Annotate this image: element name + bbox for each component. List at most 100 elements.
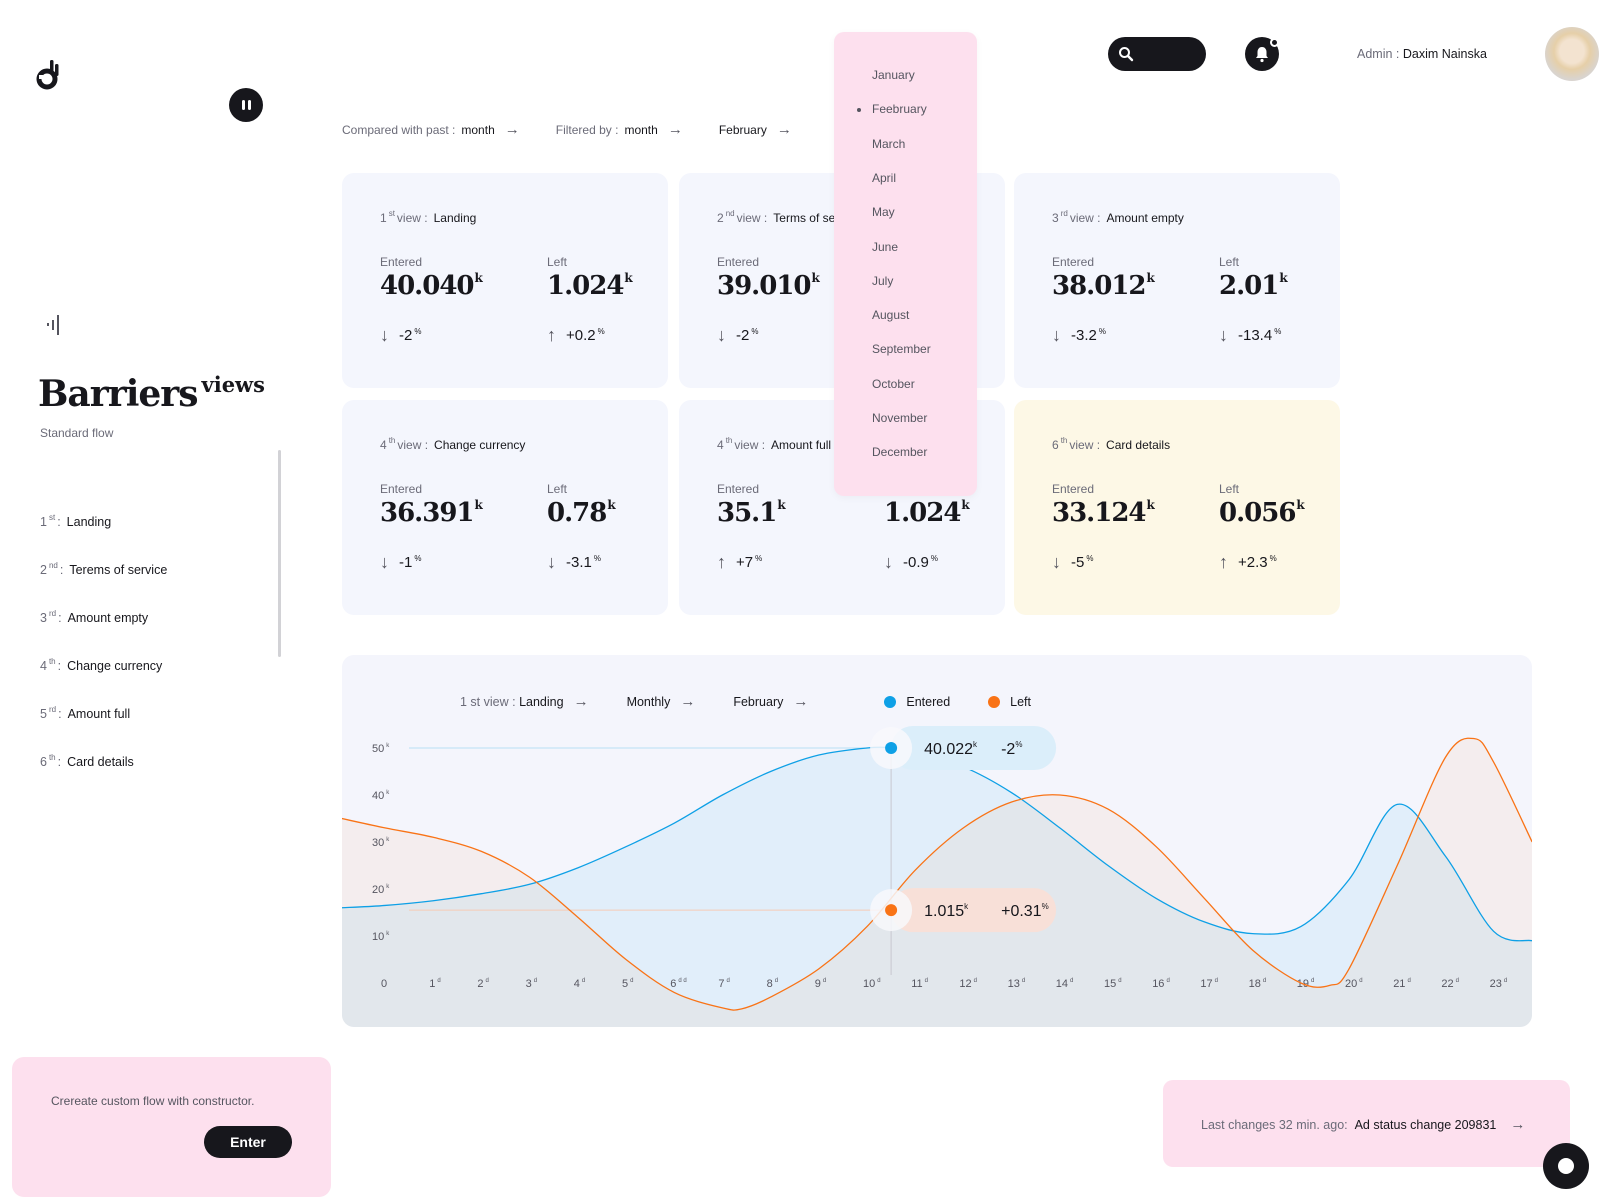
view-name: Amount full	[771, 438, 832, 452]
avatar[interactable]	[1545, 27, 1599, 81]
month-option[interactable]: August	[872, 308, 910, 323]
metric-change: ↑ +2.3%	[1219, 552, 1306, 573]
metric-left: Left 0.056k ↑ +2.3%	[1219, 482, 1306, 573]
x-tick-suffix: d	[486, 978, 489, 984]
x-tick-suffix: d	[582, 978, 585, 984]
filtered-by-filter[interactable]: Filtered by : month →	[555, 121, 683, 138]
arrow-down-icon: ↓	[380, 552, 389, 572]
change-value: -2%	[736, 327, 759, 344]
month-option[interactable]: December	[872, 445, 928, 460]
arrow-right-icon: →	[504, 121, 520, 138]
pause-button[interactable]	[229, 88, 263, 122]
legend-left[interactable]: Left	[988, 695, 1031, 709]
area-chart: 10 k20 k30 k40 k50 k0 1 d 2 d 3 d 4 d 5 d 6 d d 7 d 8 d 9 d 10 d 1…	[342, 726, 1532, 1027]
tooltip-value-entered: 40.022k	[924, 740, 978, 758]
unit: k	[777, 498, 785, 512]
metric-change: ↓ -5%	[1052, 552, 1156, 573]
line-left	[342, 737, 1532, 1011]
ordinal-suffix: nd	[48, 561, 58, 570]
notification-badge	[1270, 38, 1279, 47]
metric-label: Left	[1219, 255, 1240, 269]
y-tick-unit: k	[386, 884, 390, 890]
y-tick-unit: k	[386, 790, 390, 796]
month-option[interactable]: October	[872, 376, 915, 391]
arrow-down-icon: ↓	[547, 552, 556, 572]
legend-entered[interactable]: Entered	[884, 695, 950, 709]
search-button[interactable]	[1108, 37, 1206, 71]
sidebar-item-label: Amount full	[67, 707, 131, 721]
month-option[interactable]: September	[872, 342, 931, 357]
arrow-down-icon: ↓	[380, 325, 389, 345]
month-dropdown[interactable]: January Feebruary March April May June July Aug…	[834, 32, 977, 496]
x-tick-suffix: d	[974, 978, 977, 984]
month-option[interactable]: Feebruary	[857, 102, 927, 117]
arrow-down-icon: ↓	[884, 552, 893, 572]
chart-period-filter[interactable]: Monthly	[626, 694, 671, 709]
ordinal-suffix: st	[48, 513, 56, 522]
arrow-down-icon: ↓	[1052, 552, 1061, 572]
notifications-button[interactable]	[1245, 37, 1279, 71]
metric-value: 39.010k	[717, 271, 820, 301]
metric-entered: Entered 38.012k ↓ -3.2%	[1052, 255, 1156, 346]
chart-month-filter[interactable]: February	[733, 694, 784, 709]
ordinal-suffix: rd	[1060, 209, 1068, 218]
month-option[interactable]: January	[872, 68, 915, 82]
month-option[interactable]: March	[872, 136, 906, 151]
month-option[interactable]: April	[872, 170, 897, 185]
change-value: -2%	[399, 327, 422, 344]
change-value: -13.4%	[1238, 327, 1282, 344]
month-option[interactable]: July	[872, 273, 894, 288]
logo-icon[interactable]	[36, 58, 64, 92]
admin-user[interactable]: Admin : Daxim Nainska	[1357, 47, 1487, 61]
chart-view-filter[interactable]: Landing	[519, 694, 564, 709]
arrow-up-icon: ↑	[717, 552, 726, 572]
last-changes-card[interactable]: Last changes 32 min. ago: Ad status chan…	[1163, 1080, 1570, 1167]
x-tick-suffix: d	[925, 978, 928, 984]
x-tick-suffix: d	[877, 978, 880, 984]
x-tick-suffix: d	[1166, 978, 1169, 984]
page-subtitle: Standard flow	[40, 426, 114, 440]
percent: %	[1086, 554, 1094, 563]
unit: k	[1296, 498, 1304, 512]
constructor-text: Crereate custom flow with constructor.	[51, 1094, 255, 1108]
y-tick-label: 40 k	[372, 790, 390, 802]
sound-bars-icon[interactable]	[46, 314, 62, 336]
month-option[interactable]: May	[872, 205, 895, 220]
sidebar-scrollbar[interactable]	[278, 450, 281, 657]
unit: k	[811, 271, 820, 285]
x-tick-suffix: d d	[678, 978, 686, 984]
metric-label: Entered	[717, 255, 760, 269]
x-tick-suffix: d	[1263, 978, 1266, 984]
enter-button[interactable]: Enter	[204, 1126, 292, 1158]
arrow-down-icon: ↓	[717, 325, 726, 345]
last-change-link[interactable]: Ad status change 209831	[1354, 1117, 1497, 1132]
title-superscript: views	[201, 372, 265, 397]
tooltip-left	[891, 888, 1057, 933]
record-button[interactable]	[1543, 1143, 1589, 1189]
metric-entered: Entered 35.1k ↑ +7%	[717, 482, 787, 573]
x-tick-suffix: d	[1215, 978, 1218, 984]
month-filter[interactable]: February →	[718, 121, 792, 138]
metric-label: Entered	[1052, 255, 1095, 269]
month-option[interactable]: November	[872, 411, 928, 425]
compared-filter[interactable]: Compared with past : month →	[342, 121, 520, 138]
metric-value: 33.124k	[1052, 498, 1155, 528]
metric-entered: Entered 39.010k ↓ -2%	[717, 255, 821, 346]
month-option[interactable]: June	[872, 239, 899, 254]
